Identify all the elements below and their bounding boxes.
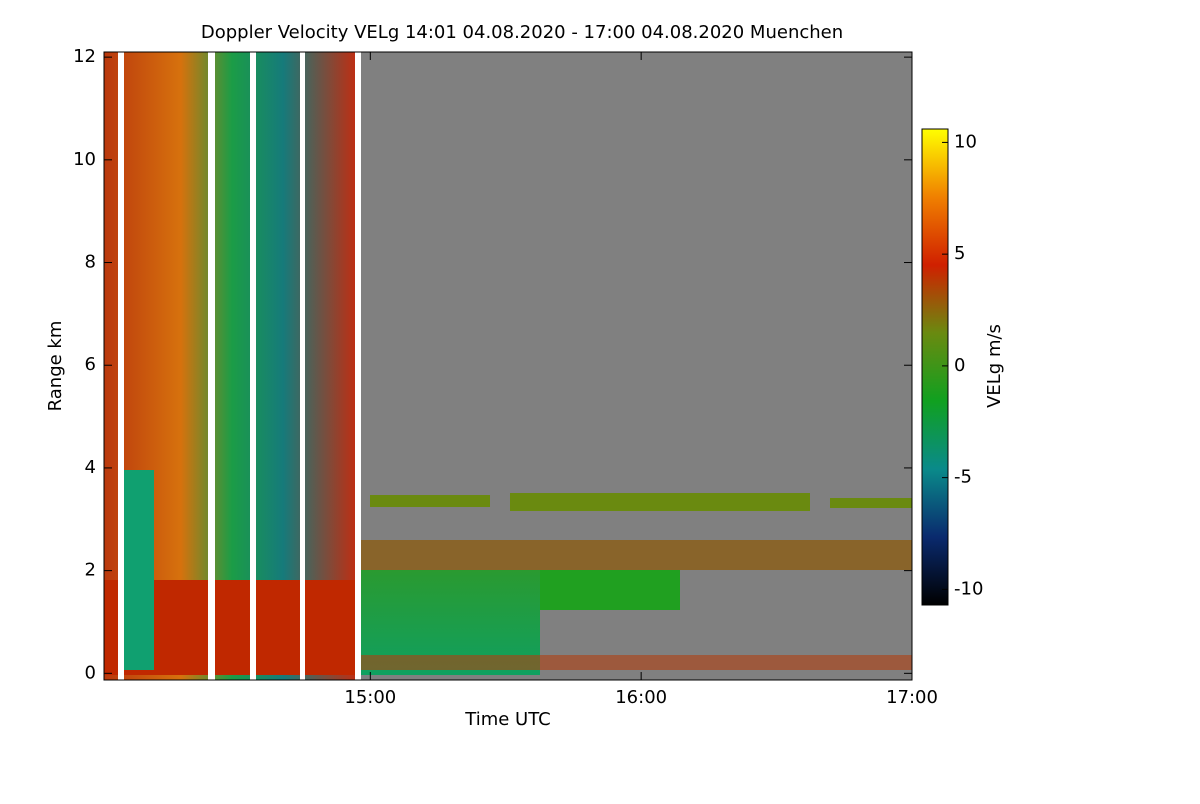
heatmap-image	[104, 52, 912, 680]
plot-frame	[103, 51, 913, 681]
x-tick-label: 15:00	[344, 687, 396, 708]
y-tick-label: 6	[85, 354, 96, 375]
colorbar-tick-label: -5	[954, 467, 972, 488]
chart-title: Doppler Velocity VELg 14:01 04.08.2020 -…	[201, 22, 843, 43]
y-tick-label: 2	[85, 560, 96, 581]
colorbar-tick-label: 0	[954, 355, 965, 376]
colorbar-tick-label: 10	[954, 131, 977, 152]
x-tick-label: 17:00	[886, 687, 938, 708]
colorbar-label: VELg m/s	[984, 324, 1005, 408]
y-tick-label: 12	[73, 46, 96, 67]
y-tick-label: 10	[73, 149, 96, 170]
y-tick-label: 8	[85, 252, 96, 273]
colorbar	[921, 128, 949, 606]
x-axis-label: Time UTC	[464, 709, 550, 730]
y-tick-label: 0	[85, 662, 96, 683]
y-tick-label: 4	[85, 457, 96, 478]
y-axis-label: Range km	[45, 321, 66, 412]
x-tick-label: 16:00	[615, 687, 667, 708]
colorbar-tick-label: -10	[954, 578, 983, 599]
colorbar-tick-label: 5	[954, 243, 965, 264]
